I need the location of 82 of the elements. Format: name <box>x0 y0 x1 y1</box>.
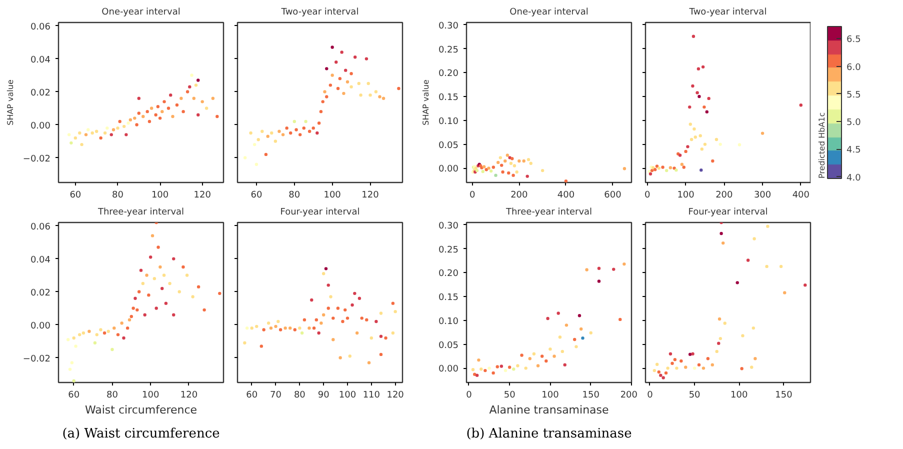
x-tick-label: 60 <box>68 390 80 400</box>
x-tick-label: 0 <box>469 190 476 200</box>
y-tick-label: −0.02 <box>22 154 51 164</box>
y-tick-label: 0.30 <box>438 21 459 32</box>
x-tick-label: 120 <box>194 190 212 200</box>
x-tick-label: 0 <box>647 390 654 400</box>
x-tick-label: 60 <box>70 190 82 200</box>
y-tick-label: 0.06 <box>30 222 51 232</box>
y-tick-label: 0.20 <box>438 69 459 80</box>
x-tick-label: 80 <box>294 390 306 400</box>
color-bar-label: 6.0 <box>846 62 862 73</box>
x-tick-label: 50 <box>688 390 701 400</box>
x-tick-label: 100 <box>324 190 342 200</box>
x-tick-label: 80 <box>106 390 118 400</box>
x-tick-label: 100 <box>338 390 356 400</box>
chart-title: One-year interval <box>102 8 180 18</box>
y-tick-label: 0.15 <box>438 293 459 304</box>
x-tick-label: 120 <box>362 190 380 200</box>
y-tick-label: 0.06 <box>30 22 51 32</box>
x-tick-label: 90 <box>318 390 330 400</box>
y-tick-label: 0.00 <box>30 121 51 132</box>
x-axis-title: Alanine transaminase <box>489 404 610 416</box>
chart-title: Two-year interval <box>688 8 767 18</box>
y-tick-label: 0.30 <box>438 221 459 232</box>
x-tick-label: 100 <box>677 190 695 200</box>
x-tick-label: 100 <box>142 390 160 400</box>
x-tick-label: 120 <box>180 390 198 400</box>
x-tick-label: 110 <box>362 390 380 400</box>
chart-title: Four-year interval <box>280 208 360 218</box>
text: (a) Waist circumference <box>62 426 220 442</box>
x-tick-label: 150 <box>582 390 600 400</box>
x-tick-label: 150 <box>775 390 793 400</box>
y-tick-label: 0.02 <box>30 88 51 98</box>
y-tick-label: 0.15 <box>438 93 459 104</box>
x-tick-label: 120 <box>386 390 404 400</box>
x-tick-label: 60 <box>250 190 262 200</box>
x-tick-label: 80 <box>112 190 124 200</box>
y-tick-label: 0.10 <box>438 116 459 127</box>
x-tick-label: 100 <box>730 390 748 400</box>
y-tick-label: 0.00 <box>438 364 459 375</box>
x-tick-label: 200 <box>620 390 638 400</box>
y-tick-label: 0.04 <box>30 255 51 266</box>
color-bar-label: 5.0 <box>846 118 862 128</box>
y-tick-label: 0.20 <box>438 269 459 280</box>
y-tick-label: 0.00 <box>30 321 51 332</box>
y-tick-label: 0.02 <box>30 288 51 298</box>
y-tick-label: −0.02 <box>22 354 51 364</box>
y-tick-label: 0.05 <box>438 140 459 151</box>
color-bar-label: 4.5 <box>846 146 861 156</box>
x-tick-label: 600 <box>604 190 622 200</box>
x-tick-label: 70 <box>270 390 282 400</box>
y-tick-label: 0.25 <box>438 245 459 256</box>
x-tick-label: 50 <box>504 390 516 400</box>
y-tick-label: 0.05 <box>438 340 459 351</box>
color-bar-label: 5.5 <box>846 90 861 100</box>
color-bar-label: 6.5 <box>846 35 861 46</box>
chart-title: Three-year interval <box>96 208 184 218</box>
x-tick-label: 60 <box>246 390 258 400</box>
chart-title: Three-year interval <box>504 208 592 218</box>
chart-title: Two-year interval <box>280 8 359 18</box>
x-tick-label: 200 <box>716 190 734 200</box>
y-axis-title: SHAP value <box>6 80 15 126</box>
x-tick-label: 0 <box>466 390 472 400</box>
y-tick-label: 0.25 <box>438 45 459 56</box>
x-axis-title: Waist circumference <box>84 404 198 416</box>
x-tick-label: 100 <box>151 190 169 200</box>
y-tick-label: 0.04 <box>30 55 51 66</box>
x-tick-label: 200 <box>510 190 528 200</box>
x-tick-label: 300 <box>754 190 772 200</box>
x-tick-label: 400 <box>557 190 575 200</box>
text: (b) Alanine transaminase <box>466 426 632 442</box>
y-axis-title: SHAP value <box>421 80 430 126</box>
chart-title: Four-year interval <box>688 208 768 218</box>
color-bar-label: 4.0 <box>846 173 862 184</box>
x-tick-label: 0 <box>644 190 651 200</box>
x-tick-label: 80 <box>288 190 300 200</box>
y-tick-label: 0.00 <box>438 164 459 175</box>
x-tick-label: 400 <box>792 190 810 200</box>
y-tick-label: 0.10 <box>438 316 459 327</box>
color-bar-title: Predicted HbA1c <box>818 112 826 178</box>
x-tick-label: 100 <box>542 390 560 400</box>
chart-title: One-year interval <box>510 8 588 18</box>
